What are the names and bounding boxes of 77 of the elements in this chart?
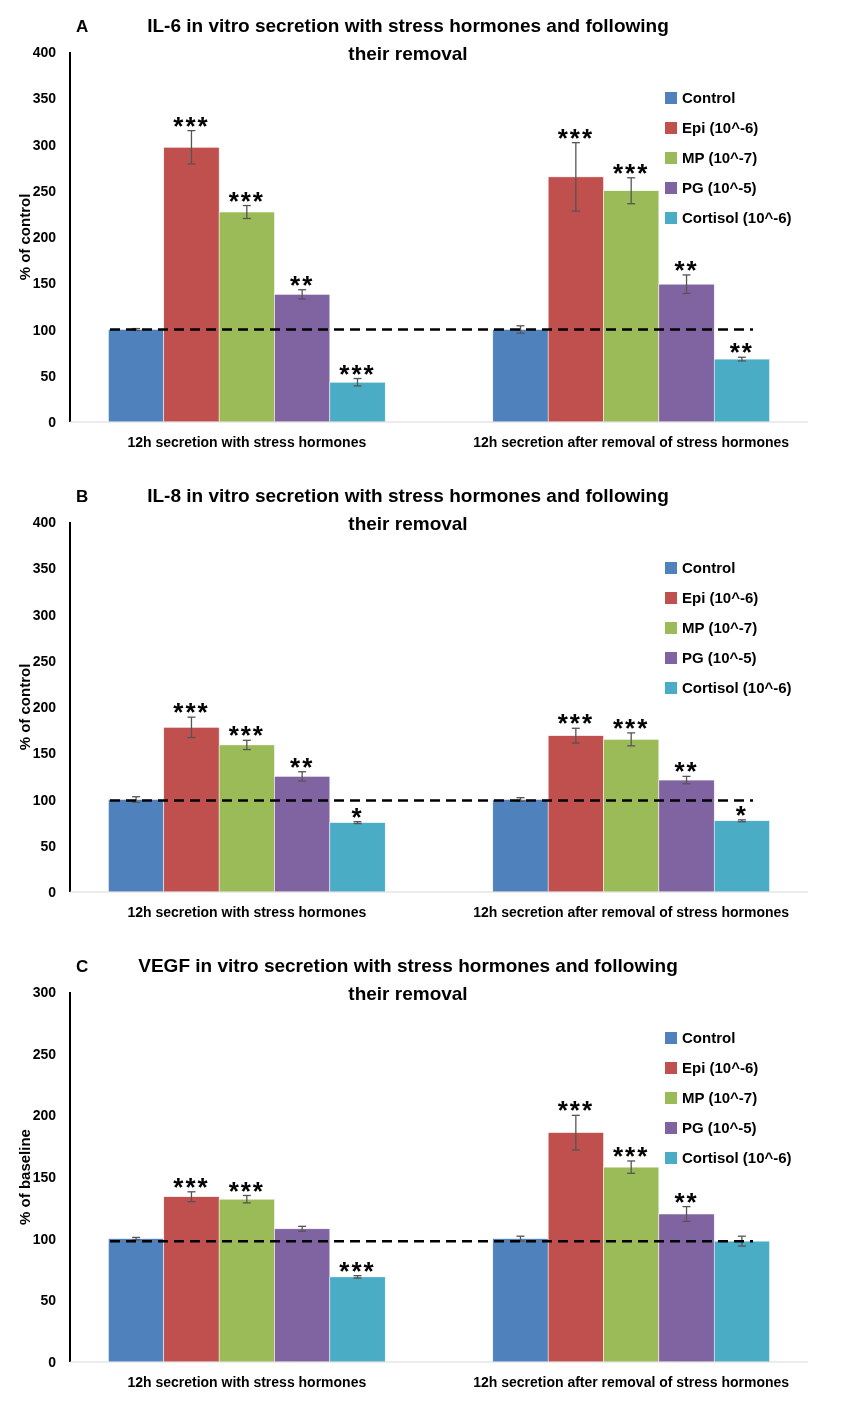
x-tick-label: 12h secretion after removal of stress hormones xyxy=(473,1374,790,1390)
data-label: ** xyxy=(290,269,315,300)
y-tick-label: 250 xyxy=(32,1045,57,1062)
legend-label: Cortisol (10^-6) xyxy=(682,209,792,226)
data-label: ** xyxy=(674,254,699,285)
data-label: *** xyxy=(339,1255,376,1286)
y-tick-label: 150 xyxy=(32,1169,57,1185)
legend-label: Cortisol (10^-6) xyxy=(682,679,792,696)
y-tick-label: 50 xyxy=(40,837,57,854)
legend-label: Control xyxy=(682,559,736,576)
data-label: *** xyxy=(228,1175,265,1206)
data-label: *** xyxy=(613,1140,650,1171)
chart-title: IL-6 in vitro secretion with stress hormones and following their removal xyxy=(147,15,669,64)
y-tick-label: 250 xyxy=(32,182,57,199)
y-tick-label: 300 xyxy=(32,606,57,623)
data-label: *** xyxy=(228,720,265,751)
y-axis-title: % of control xyxy=(16,193,33,281)
y-tick-label: 50 xyxy=(40,367,57,384)
y-tick-label: 0 xyxy=(48,884,57,900)
text: C xyxy=(76,957,89,976)
y-tick-label: 150 xyxy=(32,275,57,292)
legend-label: PG (10^-5) xyxy=(682,1119,757,1136)
data-label: *** xyxy=(557,708,595,739)
y-tick-label: 200 xyxy=(32,229,57,245)
chart-title: VEGF in vitro secretion with stress hormones and following their removal xyxy=(138,955,678,1004)
legend-label: Epi (10^-6) xyxy=(682,119,759,136)
data-label: *** xyxy=(228,185,265,216)
y-tick-label: 0 xyxy=(48,1354,57,1370)
text: B xyxy=(76,487,89,506)
legend-label: MP (10^-7) xyxy=(682,149,758,166)
chart-title: IL-8 in vitro secretion with stress hormones and following their removal xyxy=(147,485,669,534)
legend-label: PG (10^-5) xyxy=(682,649,757,666)
x-tick-label: 12h secretion with stress hormones xyxy=(127,904,367,920)
y-axis-title: % of baseline xyxy=(16,1129,33,1225)
data-label: ** xyxy=(674,756,699,787)
data-label: ** xyxy=(674,1186,699,1217)
data-label: *** xyxy=(613,157,650,188)
data-label: *** xyxy=(339,358,376,389)
y-tick-label: 0 xyxy=(48,414,57,430)
y-tick-label: 150 xyxy=(32,745,57,762)
x-tick-label: 12h secretion after removal of stress hormones xyxy=(473,904,790,920)
legend-label: Epi (10^-6) xyxy=(682,589,759,606)
x-tick-label: 12h secretion with stress hormones xyxy=(127,1374,367,1390)
data-label: *** xyxy=(613,712,650,743)
legend-label: Epi (10^-6) xyxy=(682,1059,759,1076)
data-label: *** xyxy=(557,1095,595,1126)
data-label: *** xyxy=(173,697,210,728)
data-label: * xyxy=(351,801,364,832)
y-tick-label: 300 xyxy=(32,984,57,1000)
data-label: ** xyxy=(729,337,755,368)
data-label: *** xyxy=(173,110,210,141)
x-tick-label: 12h secretion with stress hormones xyxy=(127,434,367,450)
legend-label: MP (10^-7) xyxy=(682,619,758,636)
y-tick-label: 200 xyxy=(32,1107,57,1124)
legend-label: MP (10^-7) xyxy=(682,1089,758,1106)
y-tick-label: 250 xyxy=(32,652,57,669)
legend-label: Control xyxy=(682,1029,736,1046)
y-tick-label: 350 xyxy=(32,560,57,577)
data-label: ** xyxy=(290,751,315,782)
y-tick-label: 200 xyxy=(32,699,57,715)
y-tick-label: 100 xyxy=(32,791,57,808)
data-label: * xyxy=(735,799,748,830)
data-label: *** xyxy=(173,1171,210,1202)
y-tick-label: 50 xyxy=(40,1292,57,1309)
y-tick-label: 400 xyxy=(32,44,57,60)
y-axis-title: % of control xyxy=(16,663,33,751)
legend-label: PG (10^-5) xyxy=(682,179,757,196)
legend-label: Control xyxy=(682,89,736,106)
y-tick-label: 350 xyxy=(32,90,57,107)
x-tick-label: 12h secretion after removal of stress hormones xyxy=(473,434,790,450)
y-tick-label: 100 xyxy=(32,321,57,338)
y-tick-label: 100 xyxy=(32,1230,57,1247)
legend-label: Cortisol (10^-6) xyxy=(682,1149,792,1166)
y-tick-label: 300 xyxy=(32,136,57,153)
text: A xyxy=(76,17,89,36)
y-tick-label: 400 xyxy=(32,514,57,530)
data-label: *** xyxy=(557,122,595,153)
